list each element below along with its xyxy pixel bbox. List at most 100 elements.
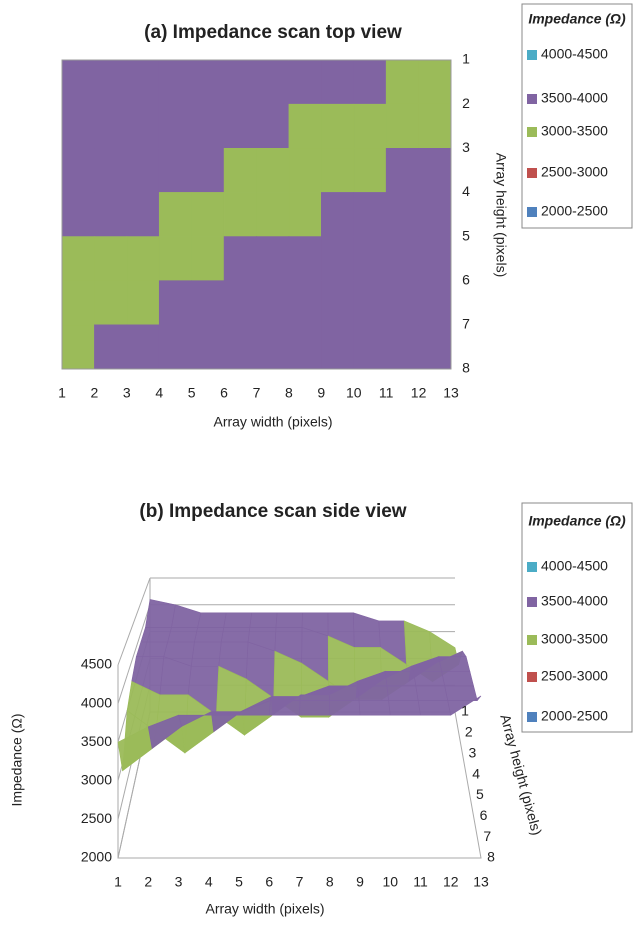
surface-cell — [321, 280, 355, 326]
surface-cell — [126, 236, 160, 282]
surface-cell — [126, 324, 160, 370]
x-tick-label: 12 — [443, 874, 459, 890]
legend-title: Impedance (Ω) — [528, 11, 626, 27]
surface-cell — [353, 147, 387, 193]
surface-cell — [299, 700, 331, 716]
x-tick-label: 5 — [235, 874, 243, 890]
legend-box — [521, 3, 633, 229]
surface-cell — [191, 103, 225, 149]
surface-cell — [353, 612, 381, 648]
surface-cell — [288, 147, 322, 193]
y-tick-label: 3 — [462, 139, 470, 155]
y-tick-label: 2 — [462, 95, 470, 111]
x-tick-label: 9 — [317, 385, 325, 401]
x-tick-label: 3 — [175, 874, 183, 890]
chart-title: (a) Impedance scan top view — [144, 22, 402, 43]
grid-line — [117, 577, 151, 666]
surface-cell — [288, 59, 322, 105]
x-tick-label: 12 — [411, 385, 427, 401]
surface-cell — [415, 685, 449, 701]
x-tick-label: 6 — [220, 385, 228, 401]
y-tick-label: 1 — [462, 51, 470, 67]
y-tick-label: 2 — [465, 724, 473, 740]
z-tick-label: 2000 — [81, 849, 112, 865]
surface-cell — [171, 604, 202, 628]
x-tick-label: 11 — [413, 874, 428, 890]
z-tick-label: 4500 — [81, 656, 112, 672]
y-tick-label: 6 — [480, 807, 488, 823]
surface-cell — [329, 700, 361, 716]
surface-cell — [385, 192, 419, 237]
surface-cell — [256, 103, 290, 149]
x-tick-label: 4 — [155, 385, 163, 401]
surface-cell — [61, 280, 95, 326]
surface-cell — [288, 280, 322, 326]
x-tick-label: 8 — [326, 874, 334, 890]
surface-cell — [288, 236, 322, 282]
legend-label: 2500-3000 — [541, 668, 608, 684]
y-tick-label: 4 — [462, 183, 470, 199]
legend-label: 4000-4500 — [541, 46, 608, 62]
x-tick-label: 7 — [296, 874, 304, 890]
surface-cell — [158, 103, 192, 149]
surface-cell — [223, 147, 257, 193]
surface-cell — [126, 59, 160, 105]
surface-cell — [61, 59, 95, 105]
y-tick-label: 4 — [472, 765, 480, 781]
surface-cell — [135, 641, 169, 658]
legend-box — [521, 502, 633, 733]
surface-cell — [385, 280, 419, 326]
x-tick-label: 3 — [123, 385, 131, 401]
x-tick-label: 6 — [265, 874, 273, 890]
surface-cell — [321, 192, 355, 237]
surface-cell — [418, 236, 452, 282]
surface-cell — [158, 280, 192, 326]
surface-cell — [268, 700, 301, 716]
surface-cell — [94, 192, 128, 237]
surface-cell — [208, 711, 242, 716]
surface-cell — [167, 627, 199, 643]
x-tick-label: 5 — [188, 385, 196, 401]
surface-cell — [256, 192, 290, 237]
legend-swatch — [527, 597, 537, 607]
y-tick-label: 5 — [476, 786, 484, 802]
surface-cell — [256, 147, 290, 193]
surface-cell — [126, 280, 160, 326]
surface-cell — [418, 103, 452, 149]
surface-cell — [418, 280, 452, 326]
legend-swatch — [527, 127, 537, 137]
y-tick-label: 1 — [461, 703, 469, 719]
x-axis-label: Array width (pixels) — [213, 414, 332, 430]
y-tick-label: 7 — [483, 828, 491, 844]
x-tick-label: 2 — [144, 874, 152, 890]
surface-cell — [191, 236, 225, 282]
legend-swatch — [527, 168, 537, 178]
legend-swatch — [527, 672, 537, 682]
surface-cell — [256, 59, 290, 105]
surface-cell — [158, 324, 192, 370]
surface-cell — [288, 324, 322, 370]
legend-label: 2000-2500 — [541, 203, 608, 219]
legend-label: 4000-4500 — [541, 558, 608, 574]
surface-cell — [61, 192, 95, 237]
surface-cell — [269, 696, 301, 701]
surface-cell — [321, 59, 355, 105]
surface-cell — [145, 599, 176, 628]
surface-cell — [447, 695, 482, 716]
legend-label: 3000-3500 — [541, 123, 608, 139]
surface-cell — [191, 192, 225, 237]
surface-cell — [353, 59, 387, 105]
x-tick-label: 4 — [205, 874, 213, 890]
y-tick-label: 6 — [462, 271, 470, 287]
surface-cell — [321, 147, 355, 193]
x-tick-label: 8 — [285, 385, 293, 401]
surface-cell — [191, 59, 225, 105]
plot-frame — [61, 59, 452, 370]
surface-cell — [385, 147, 419, 193]
y-tick-label: 7 — [462, 316, 470, 332]
surface-cell — [61, 324, 95, 370]
surface-cell — [126, 103, 160, 149]
surface-cell — [94, 236, 128, 282]
y-tick-label: 8 — [487, 849, 495, 865]
surface-cell — [353, 324, 387, 370]
